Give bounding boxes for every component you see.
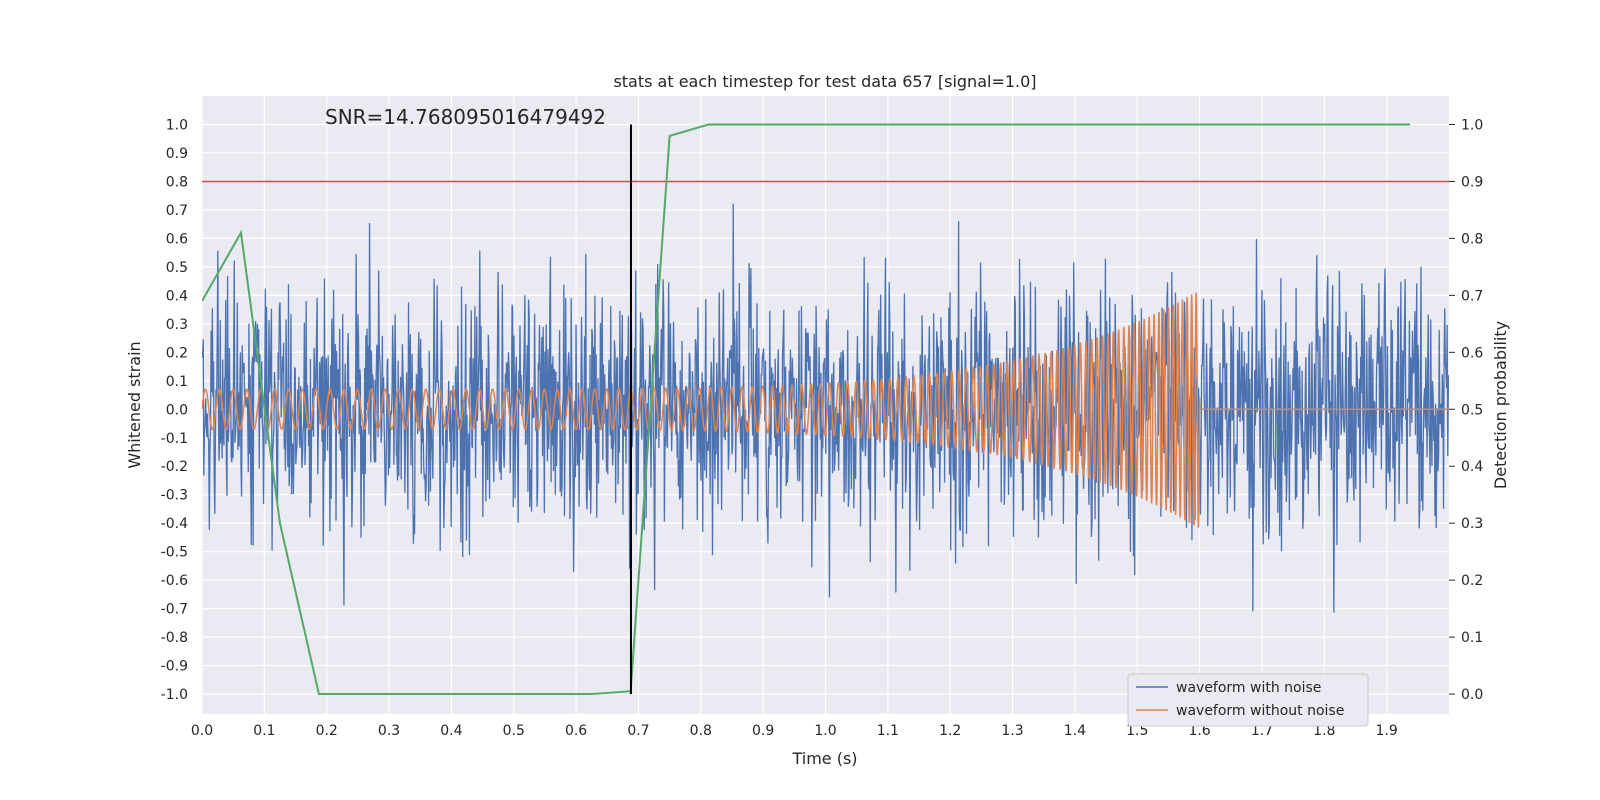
right-y-tick-label: 0.5 [1461, 402, 1483, 418]
x-tick-label: 0.0 [191, 723, 213, 739]
left-y-tick-label: 0.7 [166, 203, 188, 219]
x-tick-labels: 0.0 0.1 0.2 0.3 0.4 0.5 0.6 0.7 0.8 0.9 1.0 1.1 1.2 1… [191, 723, 1398, 739]
left-y-tick-label: -0.1 [161, 431, 188, 447]
x-tick-label: 1.6 [1188, 723, 1210, 739]
left-y-tick-label: 0.3 [166, 317, 188, 333]
x-tick-label: 1.2 [939, 723, 961, 739]
right-y-tick-label: 0.8 [1461, 231, 1483, 247]
left-y-tick-label: 0.9 [166, 146, 188, 162]
left-y-tick-label: -1.0 [161, 687, 188, 703]
right-y-tick-label: 0.9 [1461, 174, 1483, 190]
x-tick-label: 1.8 [1313, 723, 1335, 739]
left-y-tick-label: -0.5 [161, 545, 188, 561]
series-line-waveform-with-noise [202, 203, 1449, 613]
left-y-tick-label: -0.2 [161, 459, 188, 475]
series-line-detection-probability [202, 123, 1411, 696]
left-y-tick-label: -0.3 [161, 488, 188, 504]
x-tick-label: 0.2 [316, 723, 338, 739]
left-y-axis-label: Whitened strain [125, 341, 144, 468]
x-tick-label: 1.3 [1001, 723, 1023, 739]
left-y-tick-label: 0.6 [166, 231, 188, 247]
x-tick-label: 0.7 [627, 723, 649, 739]
left-y-tick-label: 0.4 [166, 288, 188, 304]
chart-title: stats at each timestep for test data 657… [613, 72, 1036, 91]
left-y-tick-label: 0.5 [166, 260, 188, 276]
legend-box [1127, 673, 1369, 727]
snr-annotation: SNR=14.768095016479492 [325, 105, 606, 129]
left-y-tick-label: 0.2 [166, 345, 188, 361]
left-y-tick-label: -0.9 [161, 659, 188, 675]
left-y-tick-labels: 1.0 0.9 0.8 0.7 0.6 0.5 0.4 0.3 0.2 0.1 0.0 -0.1 -0.… [161, 117, 188, 703]
plot-series [202, 123, 1449, 696]
left-y-tick-label: -0.4 [161, 516, 188, 532]
left-y-tick-label: -0.7 [161, 602, 188, 618]
legend-label-waveform-with-noise: waveform with noise [1176, 680, 1321, 696]
x-tick-label: 0.3 [378, 723, 400, 739]
right-y-tick-label: 0.6 [1461, 345, 1483, 361]
x-tick-label: 1.1 [877, 723, 899, 739]
right-y-tick-label: 0.4 [1461, 459, 1483, 475]
legend: waveform with noise waveform without noi… [1127, 673, 1369, 727]
left-y-tick-label: 0.1 [166, 374, 188, 390]
right-y-tick-label: 0.3 [1461, 516, 1483, 532]
x-tick-label: 0.1 [253, 723, 275, 739]
right-y-tick-labels: 1.0 0.9 0.8 0.7 0.6 0.5 0.4 0.3 0.2 0.1 0.0 [1449, 117, 1483, 703]
x-tick-label: 0.4 [440, 723, 462, 739]
left-y-tick-label: 0.0 [166, 402, 188, 418]
x-tick-label: 1.5 [1126, 723, 1148, 739]
x-tick-label: 1.9 [1376, 723, 1398, 739]
right-y-tick-label: 0.7 [1461, 288, 1483, 304]
series-line-waveform-without-noise [202, 292, 1449, 528]
legend-label-waveform-without-noise: waveform without noise [1176, 703, 1344, 719]
left-y-tick-label: 1.0 [166, 117, 188, 133]
x-tick-label: 1.4 [1064, 723, 1086, 739]
right-y-tick-label: 1.0 [1461, 117, 1483, 133]
x-tick-label: 0.9 [752, 723, 774, 739]
left-y-tick-label: -0.6 [161, 573, 188, 589]
right-y-tick-label: 0.2 [1461, 573, 1483, 589]
right-y-axis-label: Detection probability [1491, 321, 1510, 489]
left-y-tick-label: 0.8 [166, 174, 188, 190]
left-y-tick-label: -0.8 [161, 630, 188, 646]
x-tick-label: 1.0 [814, 723, 836, 739]
x-tick-label: 0.8 [690, 723, 712, 739]
right-y-tick-label: 0.1 [1461, 630, 1483, 646]
x-tick-label: 1.7 [1251, 723, 1273, 739]
x-axis-label: Time (s) [791, 749, 857, 768]
x-tick-label: 0.5 [503, 723, 525, 739]
x-tick-label: 0.6 [565, 723, 587, 739]
right-y-tick-label: 0.0 [1461, 687, 1483, 703]
series-layer [202, 123, 1449, 696]
